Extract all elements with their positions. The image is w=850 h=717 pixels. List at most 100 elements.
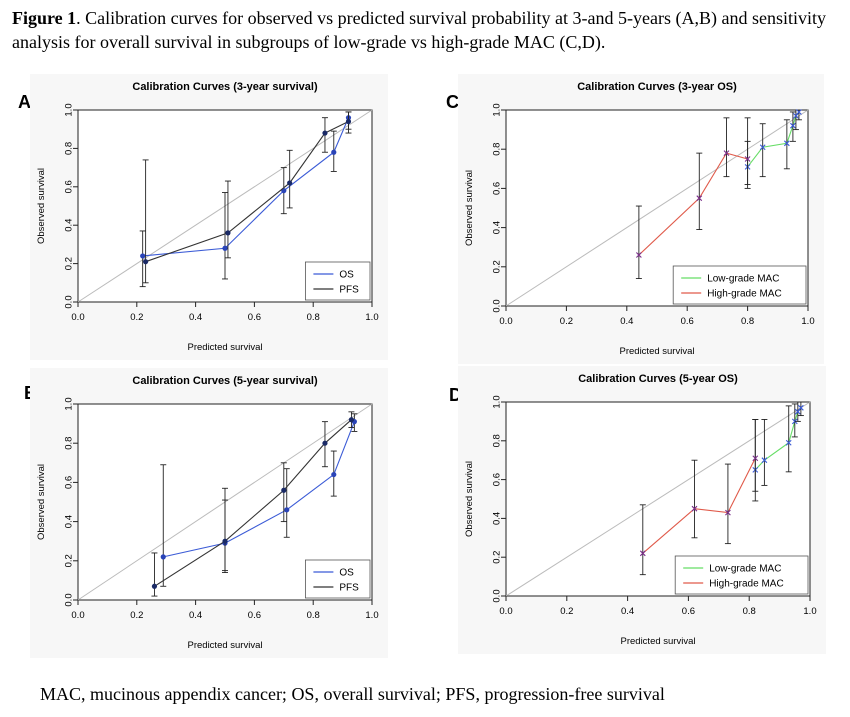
y-tick-label: 0.6 xyxy=(64,476,75,489)
legend-box xyxy=(304,261,371,301)
x-tick-label: 0.2 xyxy=(130,312,143,323)
reference-diagonal xyxy=(505,401,811,597)
data-point xyxy=(222,245,228,251)
y-tick-label: 0.6 xyxy=(492,473,503,486)
y-axis-label: Observed survival xyxy=(36,168,47,244)
legend-box xyxy=(674,555,809,595)
data-point xyxy=(331,149,337,155)
data-point xyxy=(752,455,759,462)
y-tick-label: 0.8 xyxy=(64,142,75,155)
x-tick-label: 0.2 xyxy=(130,610,143,621)
data-point xyxy=(791,418,798,425)
x-tick-label: 1.0 xyxy=(365,312,378,323)
x-tick-label: 0.8 xyxy=(741,316,754,327)
x-tick-label: 0.6 xyxy=(682,606,695,617)
y-axis-label: Observed survival xyxy=(36,464,47,540)
x-tick-label: 0.2 xyxy=(560,606,573,617)
panel-label-c: C xyxy=(446,92,459,112)
x-tick-label: 0.0 xyxy=(71,312,84,323)
y-tick-label: 0.8 xyxy=(492,143,503,156)
legend-box xyxy=(304,559,371,599)
chart-title: Calibration Curves (3-year survival) xyxy=(132,81,318,93)
y-tick-label: 0.8 xyxy=(64,437,75,450)
y-tick-label: 0.6 xyxy=(492,182,503,195)
chart-title: Calibration Curves (3-year OS) xyxy=(577,81,737,93)
data-point xyxy=(785,439,792,446)
data-point xyxy=(331,471,337,478)
y-tick-label: 0.2 xyxy=(64,554,75,567)
reference-diagonal xyxy=(505,109,809,307)
data-point xyxy=(759,144,766,151)
data-point xyxy=(222,538,228,544)
data-point xyxy=(793,112,799,119)
panel-label-a: A xyxy=(18,92,31,112)
y-tick-label: 0.0 xyxy=(64,295,75,308)
y-tick-label: 0.4 xyxy=(64,219,75,232)
chart-b: Calibration Curves (5-year survival) Pred… xyxy=(36,375,379,651)
y-tick-label: 0.4 xyxy=(492,221,503,234)
y-tick-label: 0.0 xyxy=(492,589,503,602)
series-line xyxy=(642,458,756,554)
y-tick-label: 0.0 xyxy=(492,299,503,312)
data-point xyxy=(322,440,328,446)
x-tick-label: 1.0 xyxy=(801,316,814,327)
data-point xyxy=(639,550,646,557)
figure-caption: Figure 1. Calibration curves for observe… xyxy=(12,6,842,54)
data-point xyxy=(744,156,751,162)
legend-label: Low-grade MAC xyxy=(707,274,779,285)
chart-panel-d: Calibration Curves (5-year OS) Predicted … xyxy=(458,366,826,654)
legend-label: PFS xyxy=(339,285,359,296)
legend-label: OS xyxy=(339,270,354,281)
data-point xyxy=(322,130,328,136)
legend-label: High-grade MAC xyxy=(709,579,783,590)
legend-label: Low-grade MAC xyxy=(709,564,781,575)
data-point xyxy=(796,109,802,115)
data-point xyxy=(284,507,290,513)
y-tick-label: 0.8 xyxy=(492,434,503,447)
legend-box xyxy=(672,265,807,305)
chart-c: Calibration Curves (3-year OS) Predicted … xyxy=(464,81,815,357)
x-tick-label: 0.6 xyxy=(681,316,694,327)
data-point xyxy=(151,583,158,589)
chart-d: Calibration Curves (5-year OS) Predicted … xyxy=(464,373,817,647)
x-tick-label: 1.0 xyxy=(803,606,816,617)
x-tick-label: 1.0 xyxy=(365,610,378,621)
x-axis-label: Predicted survival xyxy=(620,346,695,357)
y-tick-label: 1.0 xyxy=(64,103,75,116)
x-tick-label: 0.6 xyxy=(248,610,261,621)
data-point xyxy=(725,509,731,516)
x-tick-label: 0.0 xyxy=(499,316,512,327)
data-point xyxy=(783,140,790,147)
chart-a: Calibration Curves (3-year survival) Pred… xyxy=(36,81,379,353)
footnote: MAC, mucinous appendix cancer; OS, overa… xyxy=(40,684,665,704)
y-tick-label: 0.4 xyxy=(64,515,75,528)
x-tick-label: 0.4 xyxy=(189,312,202,323)
x-tick-label: 0.4 xyxy=(620,316,633,327)
y-tick-label: 1.0 xyxy=(492,395,503,408)
x-axis-label: Predicted survival xyxy=(188,640,263,651)
chart-title: Calibration Curves (5-year survival) xyxy=(132,375,318,387)
data-point xyxy=(287,180,293,186)
caption-text: . Calibration curves for observed vs pre… xyxy=(12,8,826,52)
chart-panel-a: Calibration Curves (3-year survival) Pred… xyxy=(30,74,388,360)
data-point xyxy=(635,252,642,258)
y-tick-label: 0.2 xyxy=(492,551,503,564)
legend-label: PFS xyxy=(339,583,359,594)
x-tick-label: 0.4 xyxy=(621,606,634,617)
y-tick-label: 0.4 xyxy=(492,512,503,525)
y-tick-label: 1.0 xyxy=(64,397,75,410)
chart-panel-b: Calibration Curves (5-year survival) Pred… xyxy=(30,368,388,658)
y-tick-label: 0.6 xyxy=(64,180,75,193)
x-tick-label: 0.8 xyxy=(307,312,320,323)
x-tick-label: 0.8 xyxy=(307,610,320,621)
y-axis-label: Observed survival xyxy=(464,461,475,537)
data-point xyxy=(143,259,149,265)
data-point xyxy=(761,457,768,464)
x-axis-label: Predicted survival xyxy=(621,636,696,647)
data-point xyxy=(140,253,146,259)
data-point xyxy=(797,404,804,411)
data-point xyxy=(348,417,355,423)
x-tick-label: 0.8 xyxy=(743,606,756,617)
y-axis-label: Observed survival xyxy=(464,170,475,246)
data-point xyxy=(794,408,801,415)
